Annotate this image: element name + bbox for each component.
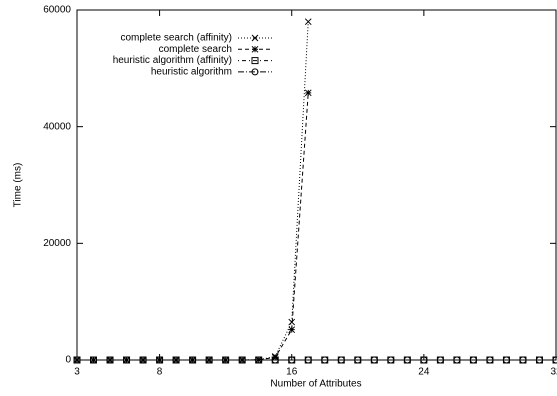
y-tick-label: 60000 — [43, 5, 71, 16]
marker — [106, 356, 114, 364]
marker — [205, 356, 213, 364]
y-axis-label: Time (ms) — [13, 163, 24, 208]
marker — [453, 356, 461, 364]
x-tick-label: 16 — [286, 367, 298, 378]
marker — [156, 356, 164, 364]
marker — [535, 356, 543, 364]
marker — [123, 356, 131, 364]
marker — [436, 356, 444, 364]
marker — [288, 318, 296, 326]
marker — [271, 356, 279, 364]
marker — [387, 356, 395, 364]
legend-label: complete search (affinity) — [120, 33, 232, 44]
y-tick-label: 0 — [65, 355, 71, 366]
marker — [354, 356, 362, 364]
x-axis-label: Number of Attributes — [270, 379, 361, 390]
marker — [519, 356, 527, 364]
marker — [403, 356, 411, 364]
marker — [420, 356, 428, 364]
x-tick-label: 32 — [550, 367, 557, 378]
x-tick-label: 8 — [157, 367, 163, 378]
marker — [486, 356, 494, 364]
marker — [238, 356, 246, 364]
marker — [469, 356, 477, 364]
marker — [222, 356, 230, 364]
legend-marker — [251, 34, 259, 42]
marker — [288, 356, 296, 364]
marker — [304, 89, 312, 97]
marker — [552, 356, 557, 364]
x-tick-label: 3 — [74, 367, 80, 378]
legend-label: complete search — [159, 44, 232, 55]
marker — [189, 356, 197, 364]
marker — [304, 18, 312, 26]
legend-label: heuristic algorithm (affinity) — [113, 55, 232, 66]
series-line — [77, 92, 309, 361]
legend-marker — [251, 68, 259, 76]
marker — [321, 356, 329, 364]
marker — [337, 356, 345, 364]
x-tick-label: 24 — [418, 367, 430, 378]
marker — [370, 356, 378, 364]
legend-label: heuristic algorithm — [151, 67, 232, 78]
marker — [90, 356, 98, 364]
marker — [288, 326, 296, 334]
marker — [172, 356, 180, 364]
marker — [502, 356, 510, 364]
marker — [73, 356, 81, 364]
legend-marker — [251, 57, 259, 65]
series-line — [77, 21, 309, 361]
legend-marker — [251, 45, 259, 53]
marker — [255, 356, 263, 364]
y-tick-label: 20000 — [43, 238, 71, 249]
marker — [139, 356, 147, 364]
y-tick-label: 40000 — [43, 121, 71, 132]
marker — [304, 356, 312, 364]
